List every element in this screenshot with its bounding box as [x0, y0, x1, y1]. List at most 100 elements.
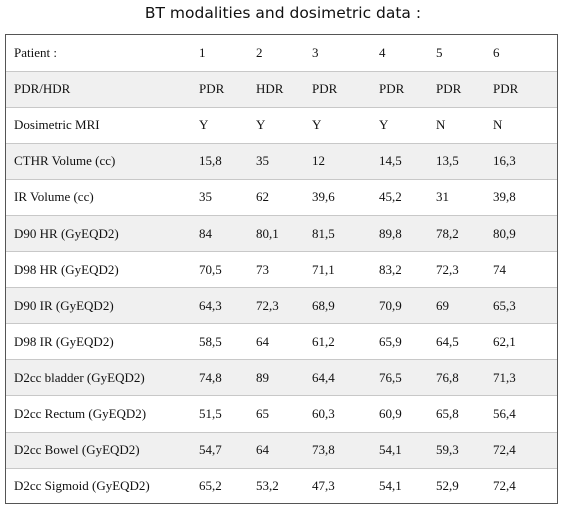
table-row: D90 HR (GyEQD2) 84 80,1 81,5 89,8 78,2 80,9 — [6, 215, 557, 253]
value-cell: N — [436, 107, 493, 144]
value-cell: 51,5 — [199, 395, 256, 433]
value-cell: 65 — [256, 395, 312, 433]
value-cell: 69 — [436, 287, 493, 325]
value-cell: 39,6 — [312, 179, 379, 216]
row-label-cell: CTHR Volume (cc) — [6, 143, 199, 180]
value-cell: 64,3 — [199, 287, 256, 325]
value-cell: 70,5 — [199, 251, 256, 289]
row-label-cell: D98 HR (GyEQD2) — [6, 251, 199, 289]
table-body: Patient :1 2 3 4 5 6 PDR/HDR PDR HDR PDR PDR PDR PDR… — [6, 35, 557, 503]
value-cell: 89,8 — [379, 215, 436, 253]
value-cell: 15,8 — [199, 143, 256, 180]
value-cell: 73 — [256, 251, 312, 289]
value-cell: 80,1 — [256, 215, 312, 253]
value-cell: Y — [379, 107, 436, 144]
value-cell: 54,1 — [379, 432, 436, 469]
value-cell: 62,1 — [493, 323, 557, 361]
row-label-cell: D2cc Rectum (GyEQD2) — [6, 395, 199, 433]
value-cell: Y — [312, 107, 379, 144]
value-cell: 61,2 — [312, 323, 379, 361]
value-cell: 65,2 — [199, 478, 222, 494]
table-row: D2cc Bowel (GyEQD2) 54,7 64 73,8 54,1 59,3 72,… — [6, 432, 557, 469]
value-cell: PDR — [436, 71, 493, 108]
value-cell: 54,7 — [199, 432, 256, 469]
value-cell: 72,3 — [436, 251, 493, 289]
value-cell: 52,9 — [436, 478, 459, 494]
patient-number-cell: 3 — [312, 35, 379, 72]
patient-number-cell: 6 — [493, 35, 557, 72]
value-cell: 74 — [493, 251, 557, 289]
patient-number-cell: 5 — [436, 35, 493, 72]
value-cell: 68,9 — [312, 287, 379, 325]
table-caption: BT modalities and dosimetric data : — [144, 4, 422, 22]
row-label-cell: D2cc Bowel (GyEQD2) — [6, 432, 199, 469]
value-cell: 78,2 — [436, 215, 493, 253]
value-cell: 81,5 — [312, 215, 379, 253]
value-cell: 89 — [256, 359, 312, 397]
table-row: Dosimetric MRI Y Y Y Y N N — [6, 107, 557, 144]
row-label-cell: IR Volume (cc) — [6, 179, 199, 216]
value-cell: PDR — [199, 71, 256, 108]
value-cell: 71,1 — [312, 251, 379, 289]
value-cell: 84 — [199, 215, 256, 253]
value-cell: 72,3 — [256, 287, 312, 325]
value-cell: PDR — [493, 71, 557, 108]
value-cell: N — [493, 107, 557, 144]
value-cell: 76,8 — [436, 359, 493, 397]
value-cell: 58,5 — [199, 323, 256, 361]
row-label-cell: D2cc Sigmoid (GyEQD2) — [14, 478, 150, 494]
table-row: D2cc Rectum (GyEQD2) 51,5 65 60,3 60,9 65,8 56… — [6, 395, 557, 433]
patient-number-cell: 1 — [199, 35, 256, 72]
value-cell: 45,2 — [379, 179, 436, 216]
value-cell: 53,2 — [256, 478, 279, 494]
dosimetric-table: Patient :1 2 3 4 5 6 PDR/HDR PDR HDR PDR PDR PDR PDR… — [6, 35, 557, 503]
value-cell: 12 — [312, 143, 379, 180]
value-cell: 35 — [199, 179, 256, 216]
value-cell: 13,5 — [436, 143, 493, 180]
row-label-cell: D90 HR (GyEQD2) — [6, 215, 199, 253]
table-row: D2cc Sigmoid (GyEQD2) 65,2 53,2 47,3 54,1 52,… — [6, 468, 557, 503]
value-cell: 16,3 — [493, 143, 557, 180]
row-label-cell: D90 IR (GyEQD2) — [6, 287, 199, 325]
value-cell: 65,8 — [436, 395, 493, 433]
value-cell: 39,8 — [493, 179, 557, 216]
value-cell: 64 — [256, 323, 312, 361]
row-label-cell: Dosimetric MRI — [6, 107, 199, 144]
value-cell: HDR — [256, 71, 312, 108]
value-cell: 47,3 — [312, 478, 335, 494]
value-cell: 71,3 — [493, 359, 557, 397]
table-row: D98 HR (GyEQD2) 70,5 73 71,1 83,2 72,3 74 — [6, 251, 557, 289]
value-cell: 64,5 — [436, 323, 493, 361]
value-cell: 56,4 — [493, 395, 557, 433]
value-cell: 72,4 — [493, 432, 557, 469]
table-row: CTHR Volume (cc) 15,8 35 12 14,5 13,5 16,3 — [6, 143, 557, 180]
row-label-cell: D2cc bladder (GyEQD2) — [6, 359, 199, 397]
header-label-cell: Patient : — [6, 35, 199, 72]
value-cell: 14,5 — [379, 143, 436, 180]
value-cell: Y — [199, 107, 256, 144]
value-cell: Y — [256, 107, 312, 144]
table-row: D98 IR (GyEQD2) 58,5 64 61,2 65,9 64,5 62,1 — [6, 323, 557, 361]
value-cell: 64,4 — [312, 359, 379, 397]
value-cell: 65,9 — [379, 323, 436, 361]
value-cell: PDR — [312, 71, 379, 108]
value-cell: 70,9 — [379, 287, 436, 325]
value-cell: 54,1 — [379, 478, 402, 494]
row-label-cell: D98 IR (GyEQD2) — [6, 323, 199, 361]
value-cell: 73,8 — [312, 432, 379, 469]
row-label-cell: PDR/HDR — [6, 71, 199, 108]
value-cell: PDR — [379, 71, 436, 108]
dosimetric-table-frame: Patient :1 2 3 4 5 6 PDR/HDR PDR HDR PDR PDR PDR PDR… — [5, 34, 558, 504]
value-cell: 35 — [256, 143, 312, 180]
value-cell: 60,3 — [312, 395, 379, 433]
value-cell: 72,4 — [493, 478, 516, 494]
value-cell: 31 — [436, 179, 493, 216]
value-cell: 60,9 — [379, 395, 436, 433]
table-row: D90 IR (GyEQD2) 64,3 72,3 68,9 70,9 69 65,3 — [6, 287, 557, 325]
value-cell: 80,9 — [493, 215, 557, 253]
value-cell: 65,3 — [493, 287, 557, 325]
table-row: D2cc bladder (GyEQD2) 74,8 89 64,4 76,5 76,8 7… — [6, 359, 557, 397]
value-cell: 83,2 — [379, 251, 436, 289]
value-cell: 76,5 — [379, 359, 436, 397]
